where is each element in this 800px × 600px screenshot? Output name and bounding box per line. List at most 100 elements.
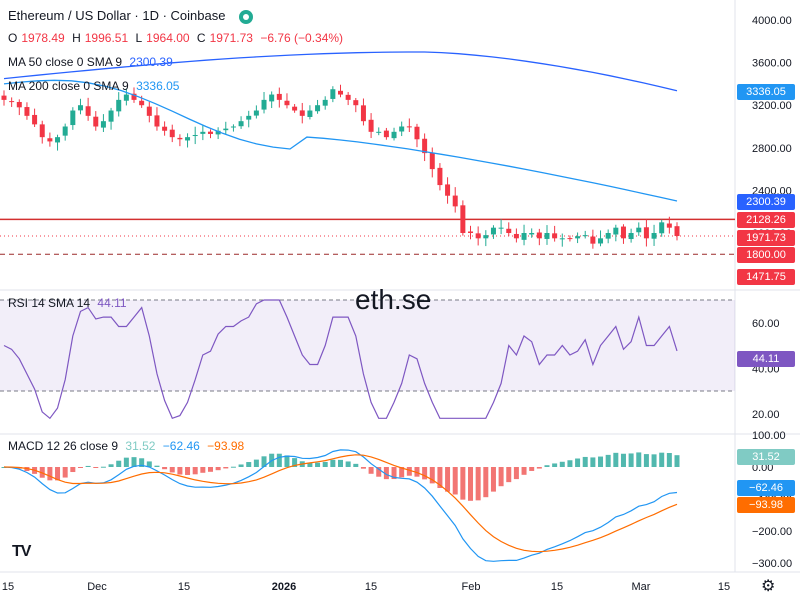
macd-histogram-bar — [62, 467, 68, 478]
candle-body — [437, 167, 443, 186]
macd-histogram-bar — [139, 458, 145, 467]
gear-icon[interactable]: ⚙ — [761, 578, 776, 595]
ma200-legend[interactable]: MA 200 close 0 SMA 9 3336.05 — [8, 79, 180, 93]
macd-line-value: −62.46 — [162, 439, 200, 453]
macd-legend[interactable]: MACD 12 26 close 9 31.52 −62.46 −93.98 — [8, 439, 245, 453]
candle-body — [575, 236, 581, 239]
candle-body — [123, 94, 129, 101]
macd-tick-label: −200.00 — [752, 526, 792, 538]
candle-body — [284, 100, 290, 106]
candle-body — [200, 131, 206, 134]
macd-histogram-bar — [490, 467, 496, 492]
candle-body — [620, 226, 626, 239]
candle-body — [475, 233, 481, 239]
candle-body — [322, 99, 328, 106]
macd-histogram-bar — [483, 467, 489, 498]
candle-body — [116, 99, 122, 112]
candle-body — [253, 110, 259, 116]
rsi-band — [0, 300, 735, 391]
candle-body — [659, 222, 665, 234]
macd-histogram-bar — [307, 462, 313, 467]
candle-body — [9, 101, 15, 103]
macd-histogram-bar — [513, 467, 519, 480]
candle-body — [261, 99, 267, 110]
macd-histogram-bar — [207, 467, 213, 472]
candle-body — [643, 227, 649, 239]
macd-histogram-bar — [230, 466, 236, 468]
macd-histogram-bar — [146, 461, 152, 467]
candle-body — [162, 126, 168, 131]
watermark-text: eth.se — [355, 284, 432, 315]
macd-histogram-bar — [215, 467, 221, 471]
macd-histogram-bar — [552, 463, 558, 467]
macd-histogram-bar — [544, 465, 550, 467]
macd-histogram-bar — [246, 462, 252, 467]
macd-histogram-bar — [169, 467, 175, 473]
macd-histogram-bar — [200, 467, 206, 473]
visibility-eye-icon[interactable] — [239, 9, 254, 24]
resistance-price-badge: 2128.26 — [737, 212, 795, 228]
candle-body — [399, 126, 405, 132]
rsi-tick-label: 60.00 — [752, 318, 780, 330]
ma50-legend[interactable]: MA 50 close 0 SMA 9 2300.39 — [8, 55, 173, 69]
rsi-line — [3, 299, 678, 420]
macd-signal-line — [3, 454, 678, 553]
macd-histogram-bar — [582, 456, 588, 467]
candle-body — [70, 110, 76, 126]
macd-histogram-bar — [429, 467, 435, 484]
time-axis-label: 15 — [551, 581, 563, 593]
candle-body — [536, 232, 542, 239]
candle-body — [269, 94, 275, 102]
candle-body — [529, 233, 535, 235]
candle-body — [24, 107, 30, 116]
price-tick-label: 3200.00 — [752, 100, 792, 112]
macd-histogram-bar — [651, 454, 657, 467]
macd-histogram-bar — [376, 467, 382, 477]
candle-body — [490, 227, 496, 235]
rsi-badge: 44.11 — [737, 351, 795, 367]
candle-body — [185, 137, 191, 141]
macd-histogram-bar — [108, 464, 114, 467]
time-axis-label: Mar — [632, 581, 651, 593]
price-tick-label: 4000.00 — [752, 15, 792, 27]
rsi-legend[interactable]: RSI 14 SMA 14 44.11 — [8, 296, 127, 310]
candle-body — [552, 233, 558, 239]
candle-body — [238, 121, 244, 127]
macd-histogram-bar — [345, 461, 351, 467]
candle-body — [376, 131, 382, 133]
macd-hist-badge: 31.52 — [737, 449, 795, 465]
macd-histogram-bar — [536, 467, 542, 469]
macd-histogram-bar — [261, 456, 267, 467]
macd-histogram-bar — [406, 467, 412, 476]
candle-body — [406, 126, 412, 128]
candle-body — [567, 238, 573, 240]
high-value: 1996.51 — [84, 31, 129, 45]
candle-body — [139, 100, 145, 106]
tradingview-logo[interactable]: TV — [12, 543, 31, 560]
time-axis-label: 15 — [365, 581, 377, 593]
close-value: 1971.73 — [209, 31, 253, 45]
macd-histogram-bar — [674, 455, 680, 467]
macd-histogram-bar — [437, 467, 443, 488]
macd-histogram-bar — [590, 457, 596, 467]
time-axis-label: Dec — [87, 581, 107, 593]
macd-histogram-bar — [521, 467, 527, 475]
time-axis-label: 2026 — [272, 581, 296, 593]
macd-histogram-bar — [360, 467, 366, 469]
candle-body — [146, 106, 152, 116]
macd-histogram-bar — [559, 461, 565, 467]
macd-histogram-bar — [383, 467, 389, 480]
candle-body — [513, 233, 519, 239]
ma200-price-badge: 3336.05 — [737, 84, 795, 100]
candle-body — [666, 223, 672, 228]
macd-tick-label: 0.00 — [752, 462, 773, 474]
macd-histogram-bar — [391, 467, 397, 480]
candle-body — [230, 126, 236, 128]
candle-body — [177, 137, 183, 140]
candle-body — [108, 110, 114, 122]
candle-body — [483, 235, 489, 239]
macd-histogram-bar — [253, 459, 259, 467]
macd-histogram-bar — [70, 467, 76, 473]
candle-body — [360, 105, 366, 122]
candle-body — [47, 138, 53, 142]
